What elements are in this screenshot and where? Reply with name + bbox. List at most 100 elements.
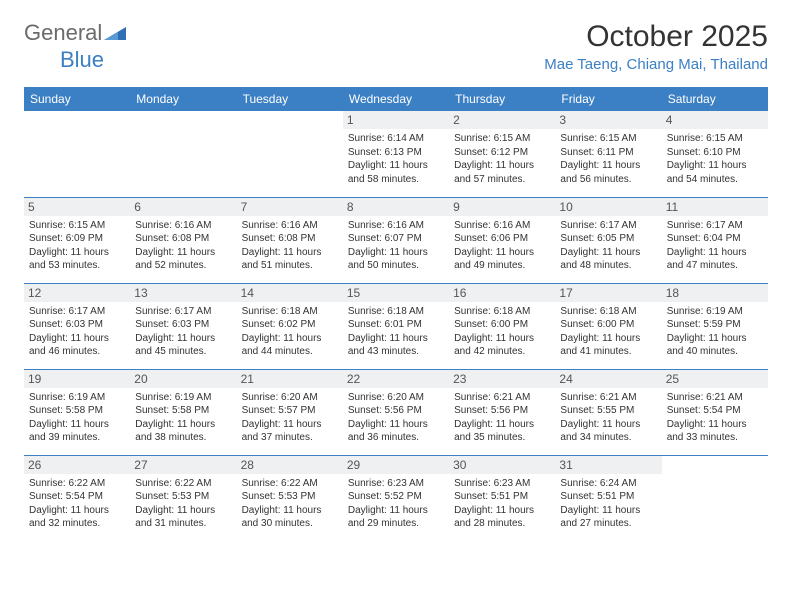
day-cell: 28Sunrise: 6:22 AMSunset: 5:53 PMDayligh…: [237, 455, 343, 541]
sunset-text: Sunset: 5:52 PM: [348, 490, 444, 504]
day-cell: 25Sunrise: 6:21 AMSunset: 5:54 PMDayligh…: [662, 369, 768, 455]
day-info: Sunrise: 6:23 AMSunset: 5:52 PMDaylight:…: [348, 477, 444, 531]
sunset-text: Sunset: 6:00 PM: [560, 318, 656, 332]
day-info: Sunrise: 6:16 AMSunset: 6:06 PMDaylight:…: [454, 219, 550, 273]
day-cell: 26 Sunrise: 6:22 AMSunset: 5:54 PMDayligh…: [24, 455, 130, 541]
sunrise-text: Sunrise: 6:18 AM: [348, 305, 444, 319]
day-cell: 2Sunrise: 6:15 AMSunset: 6:12 PMDaylight…: [449, 111, 555, 197]
daylight-text: Daylight: 11 hours and 35 minutes.: [454, 418, 550, 445]
sunrise-text: Sunrise: 6:19 AM: [29, 391, 125, 405]
day-cell: [130, 111, 236, 197]
daylight-text: Daylight: 11 hours and 32 minutes.: [29, 504, 125, 531]
sunrise-text: Sunrise: 6:16 AM: [454, 219, 550, 233]
week-row: 19Sunrise: 6:19 AMSunset: 5:58 PMDayligh…: [24, 369, 768, 455]
sunset-text: Sunset: 6:08 PM: [135, 232, 231, 246]
day-number: 17: [555, 284, 661, 302]
daylight-text: Daylight: 11 hours and 50 minutes.: [348, 246, 444, 273]
sunset-text: Sunset: 5:57 PM: [242, 404, 338, 418]
daylight-text: Daylight: 11 hours and 36 minutes.: [348, 418, 444, 445]
sunset-text: Sunset: 6:07 PM: [348, 232, 444, 246]
daylight-text: Daylight: 11 hours and 37 minutes.: [242, 418, 338, 445]
day-number: 11: [662, 198, 768, 216]
sunset-text: Sunset: 6:03 PM: [29, 318, 125, 332]
day-cell: 14Sunrise: 6:18 AMSunset: 6:02 PMDayligh…: [237, 283, 343, 369]
day-number: 12: [24, 284, 130, 302]
daylight-text: Daylight: 11 hours and 53 minutes.: [29, 246, 125, 273]
daylight-text: Daylight: 11 hours and 56 minutes.: [560, 159, 656, 186]
day-info: Sunrise: 6:16 AMSunset: 6:08 PMDaylight:…: [135, 219, 231, 273]
day-info: Sunrise: 6:15 AMSunset: 6:09 PMDaylight:…: [29, 219, 125, 273]
sunrise-text: Sunrise: 6:18 AM: [242, 305, 338, 319]
day-cell: 20Sunrise: 6:19 AMSunset: 5:58 PMDayligh…: [130, 369, 236, 455]
day-info: Sunrise: 6:22 AMSunset: 5:53 PMDaylight:…: [135, 477, 231, 531]
logo-triangle-icon: [104, 20, 126, 46]
sunrise-text: Sunrise: 6:17 AM: [29, 305, 125, 319]
daylight-text: Daylight: 11 hours and 34 minutes.: [560, 418, 656, 445]
daylight-text: Daylight: 11 hours and 30 minutes.: [242, 504, 338, 531]
day-info: Sunrise: 6:22 AMSunset: 5:54 PMDaylight:…: [29, 477, 125, 531]
day-number: 28: [237, 456, 343, 474]
daylight-text: Daylight: 11 hours and 42 minutes.: [454, 332, 550, 359]
day-number: 29: [343, 456, 449, 474]
week-row: 26 Sunrise: 6:22 AMSunset: 5:54 PMDayligh…: [24, 455, 768, 541]
sunrise-text: Sunrise: 6:21 AM: [560, 391, 656, 405]
sunset-text: Sunset: 6:02 PM: [242, 318, 338, 332]
sunrise-text: Sunrise: 6:17 AM: [560, 219, 656, 233]
day-info: Sunrise: 6:16 AMSunset: 6:07 PMDaylight:…: [348, 219, 444, 273]
day-number: 30: [449, 456, 555, 474]
day-cell: 19Sunrise: 6:19 AMSunset: 5:58 PMDayligh…: [24, 369, 130, 455]
day-number: 9: [449, 198, 555, 216]
day-cell: 15Sunrise: 6:18 AMSunset: 6:01 PMDayligh…: [343, 283, 449, 369]
sunrise-text: Sunrise: 6:23 AM: [454, 477, 550, 491]
day-number: 4: [662, 111, 768, 129]
col-sunday: Sunday: [24, 87, 130, 111]
day-number: 10: [555, 198, 661, 216]
day-cell: 27Sunrise: 6:22 AMSunset: 5:53 PMDayligh…: [130, 455, 236, 541]
daylight-text: Daylight: 11 hours and 54 minutes.: [667, 159, 763, 186]
day-info: Sunrise: 6:17 AMSunset: 6:05 PMDaylight:…: [560, 219, 656, 273]
title-block: October 2025 Mae Taeng, Chiang Mai, Thai…: [544, 20, 768, 73]
day-cell: [662, 455, 768, 541]
day-number: 26: [24, 456, 130, 474]
col-monday: Monday: [130, 87, 236, 111]
sunrise-text: Sunrise: 6:23 AM: [348, 477, 444, 491]
day-info: Sunrise: 6:16 AMSunset: 6:08 PMDaylight:…: [242, 219, 338, 273]
day-number: 22: [343, 370, 449, 388]
sunset-text: Sunset: 6:04 PM: [667, 232, 763, 246]
sunrise-text: Sunrise: 6:15 AM: [29, 219, 125, 233]
sunset-text: Sunset: 5:54 PM: [29, 490, 125, 504]
day-info: Sunrise: 6:21 AMSunset: 5:54 PMDaylight:…: [667, 391, 763, 445]
day-cell: [24, 111, 130, 197]
daylight-text: Daylight: 11 hours and 29 minutes.: [348, 504, 444, 531]
day-number: 24: [555, 370, 661, 388]
day-cell: 30Sunrise: 6:23 AMSunset: 5:51 PMDayligh…: [449, 455, 555, 541]
day-cell: [237, 111, 343, 197]
sunset-text: Sunset: 5:56 PM: [454, 404, 550, 418]
col-thursday: Thursday: [449, 87, 555, 111]
daylight-text: Daylight: 11 hours and 57 minutes.: [454, 159, 550, 186]
sunset-text: Sunset: 5:54 PM: [667, 404, 763, 418]
sunrise-text: Sunrise: 6:15 AM: [667, 132, 763, 146]
col-wednesday: Wednesday: [343, 87, 449, 111]
sunset-text: Sunset: 5:53 PM: [135, 490, 231, 504]
brand-part1: General: [24, 20, 102, 46]
sunset-text: Sunset: 6:05 PM: [560, 232, 656, 246]
sunrise-text: Sunrise: 6:19 AM: [667, 305, 763, 319]
day-number: 7: [237, 198, 343, 216]
daylight-text: Daylight: 11 hours and 27 minutes.: [560, 504, 656, 531]
daylight-text: Daylight: 11 hours and 33 minutes.: [667, 418, 763, 445]
day-cell: 3Sunrise: 6:15 AMSunset: 6:11 PMDaylight…: [555, 111, 661, 197]
sunset-text: Sunset: 6:10 PM: [667, 146, 763, 160]
day-cell: 1Sunrise: 6:14 AMSunset: 6:13 PMDaylight…: [343, 111, 449, 197]
sunset-text: Sunset: 5:58 PM: [29, 404, 125, 418]
sunset-text: Sunset: 5:59 PM: [667, 318, 763, 332]
week-row: 5Sunrise: 6:15 AMSunset: 6:09 PMDaylight…: [24, 197, 768, 283]
daylight-text: Daylight: 11 hours and 41 minutes.: [560, 332, 656, 359]
sunset-text: Sunset: 6:11 PM: [560, 146, 656, 160]
day-header-row: Sunday Monday Tuesday Wednesday Thursday…: [24, 87, 768, 111]
day-cell: 13Sunrise: 6:17 AMSunset: 6:03 PMDayligh…: [130, 283, 236, 369]
sunset-text: Sunset: 5:58 PM: [135, 404, 231, 418]
location-subtitle: Mae Taeng, Chiang Mai, Thailand: [544, 56, 768, 73]
day-cell: 9 Sunrise: 6:16 AMSunset: 6:06 PMDaylight…: [449, 197, 555, 283]
sunrise-text: Sunrise: 6:15 AM: [560, 132, 656, 146]
